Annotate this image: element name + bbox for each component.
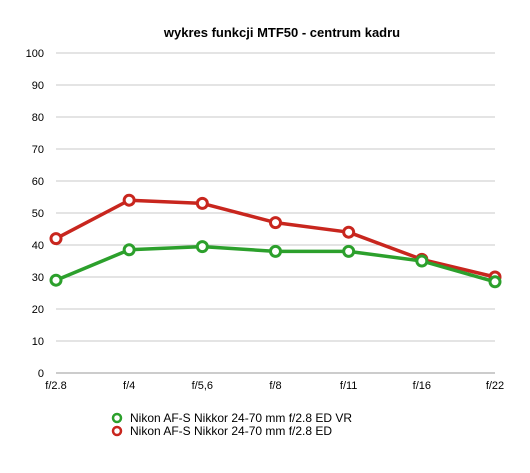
legend-marker [111, 425, 123, 437]
x-tick-label: f/2.8 [45, 380, 66, 392]
y-tick-label: 70 [32, 144, 44, 156]
x-tick-label: f/4 [123, 380, 135, 392]
data-point [49, 232, 63, 246]
legend-marker [111, 412, 123, 424]
legend: Nikon AF-S Nikkor 24-70 mm f/2.8 ED VRNi… [111, 411, 352, 438]
data-point [122, 243, 136, 257]
series-layer [49, 193, 502, 289]
y-tick-label: 10 [32, 336, 44, 348]
x-tick-label: f/11 [340, 380, 358, 392]
series-line [54, 198, 497, 279]
y-tick-label: 20 [32, 304, 44, 316]
data-point [342, 244, 356, 258]
series-group [49, 240, 502, 289]
y-tick-label: 80 [32, 112, 44, 124]
legend-label: Nikon AF-S Nikkor 24-70 mm f/2.8 ED [130, 424, 332, 438]
y-tick-label: 0 [38, 368, 44, 380]
series-group [49, 193, 502, 284]
y-tick-label: 90 [32, 80, 44, 92]
chart-title: wykres funkcji MTF50 - centrum kadru [163, 25, 400, 40]
x-tick-label: f/5,6 [192, 380, 213, 392]
y-tick-label: 40 [32, 240, 44, 252]
legend-label: Nikon AF-S Nikkor 24-70 mm f/2.8 ED VR [130, 411, 352, 425]
grid-lines [56, 52, 495, 374]
data-point [488, 275, 502, 289]
x-tick-label: f/22 [486, 380, 504, 392]
y-tick-label: 50 [32, 208, 44, 220]
data-point [342, 225, 356, 239]
y-axis-ticks: 0 10 20 30 40 50 60 70 80 90 100 [26, 48, 44, 380]
y-tick-label: 30 [32, 272, 44, 284]
data-point [269, 216, 282, 230]
y-tick-label: 60 [32, 176, 44, 188]
data-point [415, 254, 429, 268]
y-tick-label: 100 [26, 48, 44, 60]
x-tick-label: f/16 [413, 380, 431, 392]
data-point [49, 273, 63, 287]
data-point [195, 240, 209, 254]
data-point [122, 193, 136, 207]
x-tick-label: f/8 [269, 380, 281, 392]
data-point [269, 244, 282, 258]
x-axis-ticks: f/2.8 f/4 f/5,6 f/8 f/11 f/16 f/22 [45, 380, 504, 392]
data-point [195, 196, 209, 210]
